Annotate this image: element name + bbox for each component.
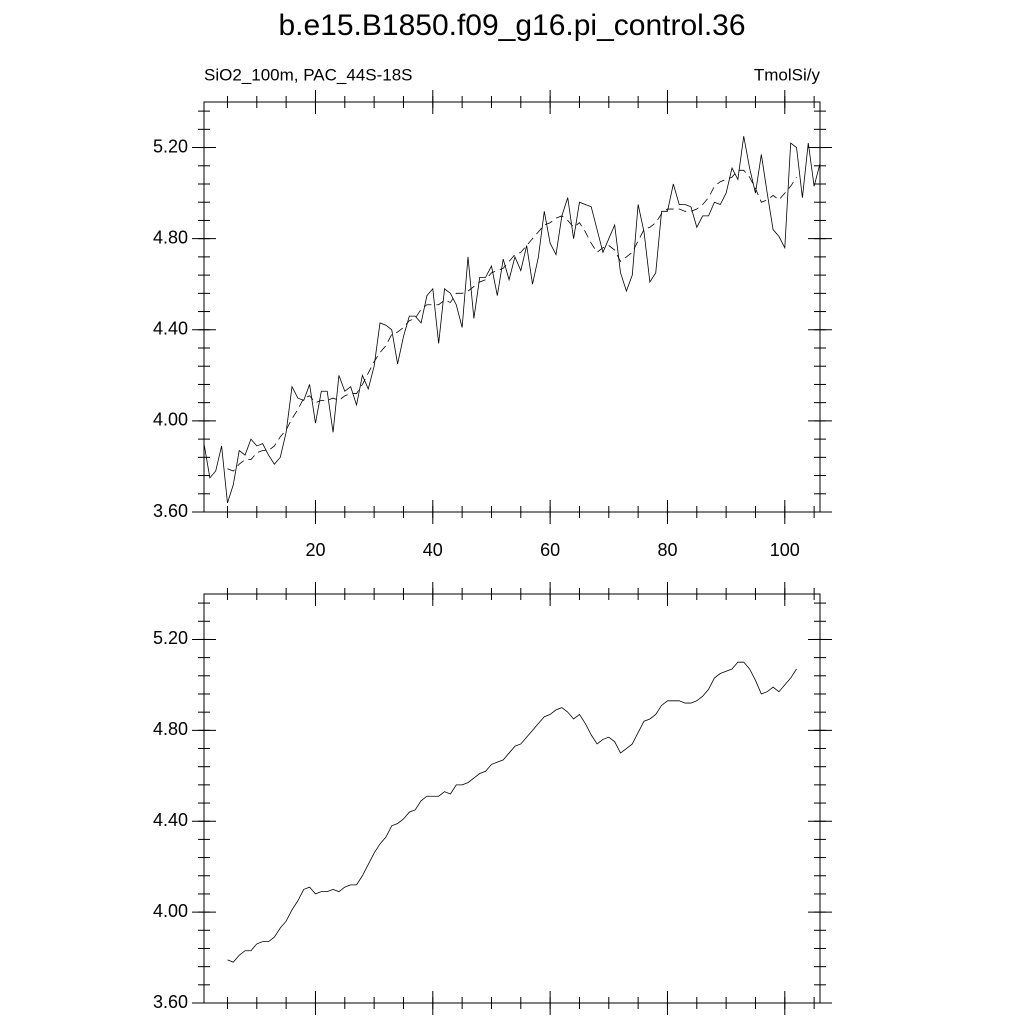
y-tick-label: 3.60 (153, 501, 188, 521)
y-tick-label: 3.60 (153, 992, 188, 1012)
y-tick-label: 5.20 (153, 136, 188, 156)
y-tick-label: 4.40 (153, 319, 188, 339)
x-tick-label: 80 (657, 540, 677, 560)
data-line (227, 661, 797, 963)
y-tick-label: 4.00 (153, 410, 188, 430)
plot-frame (203, 593, 821, 1004)
left-subtitle: SiO2_100m, PAC_44S-18S (204, 65, 413, 84)
x-tick-label: 40 (423, 540, 443, 560)
running-mean-line (227, 169, 797, 472)
x-tick-label: 20 (305, 540, 325, 560)
y-tick-label: 4.80 (153, 719, 188, 739)
y-tick-label: 4.80 (153, 227, 188, 247)
x-tick-label: 60 (540, 540, 560, 560)
y-tick-label: 5.20 (153, 628, 188, 648)
y-tick-label: 4.00 (153, 901, 188, 921)
y-tick-label: 4.40 (153, 810, 188, 830)
data-line (203, 136, 821, 504)
right-subtitle: TmolSi/y (754, 65, 821, 84)
figure-title: b.e15.B1850.f09_g16.pi_control.36 (278, 9, 745, 42)
plot-frame (203, 101, 821, 513)
x-tick-label: 100 (770, 540, 800, 560)
